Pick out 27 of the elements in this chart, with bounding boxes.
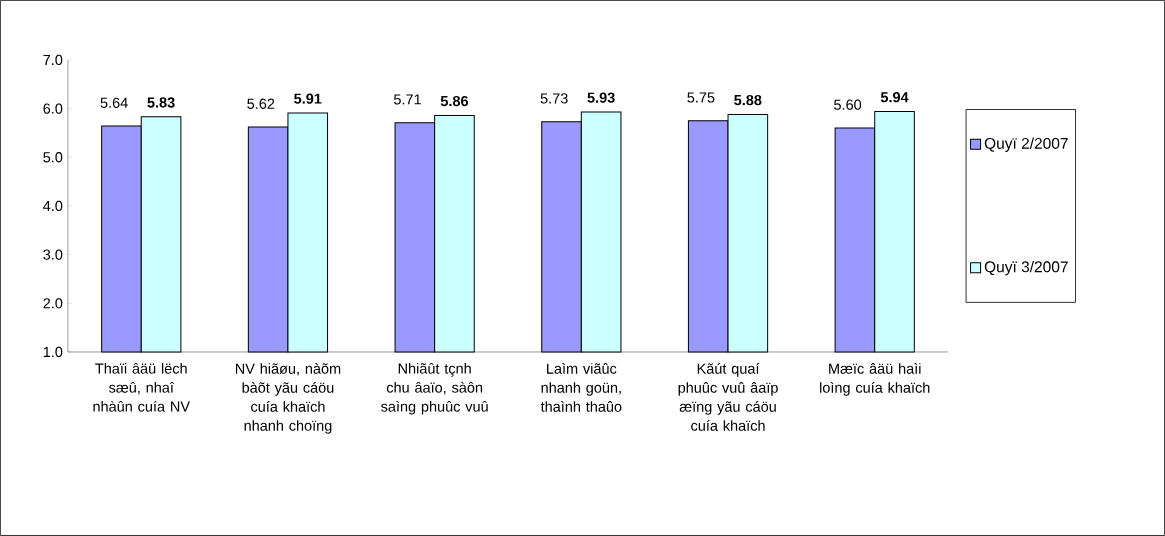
data-label: 5.62 — [247, 98, 275, 109]
data-label: 5.71 — [393, 94, 421, 105]
x-tick-label: Kãút quaí phuûc vuû âaïp æïng yãu cáöu cuía khaïch — [678, 363, 778, 431]
x-tick-label: Laìm viãûc nhanh goün, thaình thaûo — [540, 363, 622, 412]
y-tick-label: 5.0 — [43, 152, 63, 163]
data-label: 5.91 — [294, 93, 322, 104]
x-tick-label: Thaïi âäü lëch sæû, nhaî nhàûn cuía NV — [93, 363, 190, 412]
y-tick-label: 3.0 — [43, 249, 63, 260]
data-label: 5.75 — [687, 92, 715, 103]
y-tick-label: 4.0 — [43, 200, 63, 212]
data-label: 5.94 — [880, 92, 909, 103]
y-tick-label: 7.0 — [43, 54, 63, 66]
data-label: 5.88 — [734, 94, 762, 106]
y-tick-label: 6.0 — [43, 103, 63, 114]
data-label: 5.83 — [147, 97, 175, 108]
x-tick-label: Mæïc âäü haìi loìng cuía khaïch — [820, 363, 930, 396]
x-tick-label: Nhiãût tçnh chu âaïo, sàôn saìng phuûc vuû — [381, 363, 488, 415]
data-label: 5.86 — [440, 95, 469, 107]
y-tick-label: 1.0 — [43, 346, 63, 358]
data-label: 5.73 — [540, 93, 568, 104]
data-label: 5.64 — [100, 97, 128, 108]
data-label: 5.93 — [587, 92, 615, 103]
data-label: 5.60 — [834, 99, 862, 110]
legend-label: Quyï 3/2007 — [984, 260, 1068, 276]
x-tick-label: NV hiãøu, nàõm bàõt yãu cáöu cuía khaïch nhanh choïng — [235, 363, 341, 434]
y-tick-label: 2.0 — [43, 298, 63, 309]
legend-label: Quyï 2/2007 — [984, 137, 1068, 153]
